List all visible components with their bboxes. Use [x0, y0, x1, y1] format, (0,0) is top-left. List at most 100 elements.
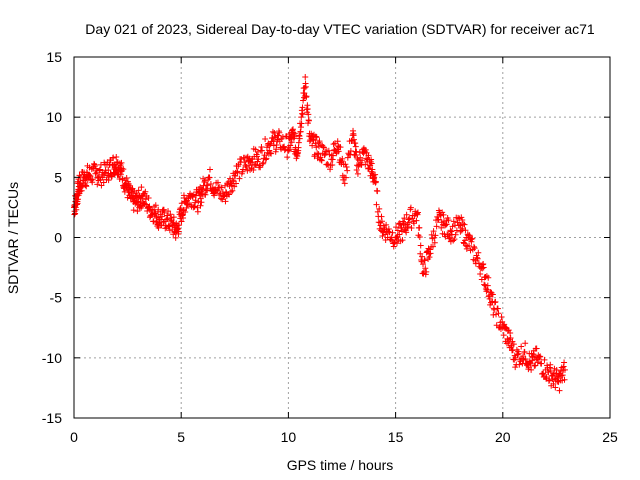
data-trace-marker: [538, 360, 545, 367]
data-trace-marker: [515, 350, 522, 357]
data-trace-marker: [262, 136, 269, 143]
data-point-marker: [163, 216, 170, 223]
data-trace-marker: [318, 157, 325, 164]
data-trace-marker: [522, 340, 529, 347]
data-trace-marker: [491, 299, 498, 306]
data-trace-marker: [325, 147, 332, 154]
data-trace-marker: [350, 136, 357, 143]
data-trace-marker: [299, 104, 306, 111]
data-point-marker: [293, 150, 300, 157]
data-trace-marker: [268, 150, 275, 157]
data-trace-marker: [352, 140, 359, 147]
data-point-marker: [270, 138, 277, 145]
data-trace-marker: [72, 210, 79, 217]
data-point-marker: [248, 156, 255, 163]
data-trace-marker: [393, 224, 400, 231]
data-point-marker: [534, 354, 541, 361]
data-trace-marker: [250, 167, 257, 174]
data-trace-marker: [267, 150, 274, 157]
data-trace-marker: [417, 242, 424, 249]
data-trace-marker: [342, 161, 349, 168]
data-trace-marker: [471, 243, 478, 250]
data-point-marker: [77, 180, 84, 187]
data-trace-marker: [474, 254, 481, 261]
data-trace-marker: [183, 204, 190, 211]
data-trace-marker: [89, 176, 96, 183]
data-trace-marker: [305, 117, 312, 124]
data-trace-marker: [312, 140, 319, 147]
data-trace-marker: [218, 184, 225, 191]
data-trace-marker: [300, 97, 307, 104]
data-trace-marker: [483, 288, 490, 295]
data-trace-marker: [419, 253, 426, 260]
data-trace-marker: [214, 179, 221, 186]
data-trace-marker: [94, 181, 101, 188]
data-trace-marker: [561, 359, 568, 366]
data-trace-marker: [172, 234, 179, 241]
data-trace-marker: [182, 208, 189, 215]
data-trace-marker: [421, 257, 428, 264]
data-trace-marker: [313, 134, 320, 141]
data-trace-marker: [279, 133, 286, 140]
data-trace-marker: [362, 146, 369, 153]
data-trace-marker: [446, 234, 453, 241]
data-trace-marker: [533, 345, 540, 352]
data-trace-marker: [495, 310, 502, 317]
data-trace-marker: [347, 148, 354, 155]
data-trace-marker: [229, 177, 236, 184]
data-trace-marker: [233, 180, 240, 187]
data-point-marker: [173, 228, 180, 235]
data-trace-marker: [438, 224, 445, 231]
data-point-marker: [328, 156, 335, 163]
data-point-marker: [384, 228, 391, 235]
data-trace-marker: [450, 237, 457, 244]
data-trace-marker: [372, 171, 379, 178]
data-trace-marker: [466, 242, 473, 249]
data-trace-marker: [258, 143, 265, 150]
data-trace-marker: [518, 343, 525, 350]
data-point-marker: [426, 246, 433, 253]
data-trace-marker: [494, 305, 501, 312]
data-trace-marker: [492, 298, 499, 305]
data-trace-marker: [505, 339, 512, 346]
data-trace-marker: [260, 159, 267, 166]
data-trace-marker: [454, 219, 461, 226]
data-trace-marker: [486, 295, 493, 302]
data-trace-marker: [301, 84, 308, 91]
data-point-marker: [399, 228, 406, 235]
data-trace-marker: [365, 152, 372, 159]
y-tick-label: 10: [46, 109, 62, 125]
data-trace-marker: [170, 214, 177, 221]
data-trace-marker: [426, 254, 433, 261]
data-trace-marker: [83, 183, 90, 190]
data-trace-marker: [373, 201, 380, 208]
data-trace-marker: [211, 192, 218, 199]
data-point-marker: [118, 168, 125, 175]
data-trace-marker: [403, 211, 410, 218]
data-trace-marker: [316, 138, 323, 145]
data-trace-marker: [374, 188, 381, 195]
y-tick-label: -15: [42, 410, 62, 426]
data-trace-marker: [98, 182, 105, 189]
data-trace-marker: [462, 242, 469, 249]
data-point-marker: [414, 210, 421, 217]
data-trace-marker: [429, 243, 436, 250]
data-trace-marker: [164, 215, 171, 222]
data-trace-marker: [553, 367, 560, 374]
data-trace-marker: [197, 202, 204, 209]
data-point-marker: [206, 174, 213, 181]
data-point-marker: [126, 192, 133, 199]
data-trace-marker: [439, 209, 446, 216]
data-trace-marker: [405, 223, 412, 230]
x-tick-label: 15: [388, 429, 404, 445]
data-trace-marker: [320, 144, 327, 151]
data-trace-marker: [475, 249, 482, 256]
data-point-marker: [456, 222, 463, 229]
data-trace-marker: [229, 187, 236, 194]
data-point-marker: [334, 138, 341, 145]
data-trace-marker: [312, 133, 319, 140]
data-trace-marker: [78, 187, 85, 194]
data-trace-marker: [368, 156, 375, 163]
